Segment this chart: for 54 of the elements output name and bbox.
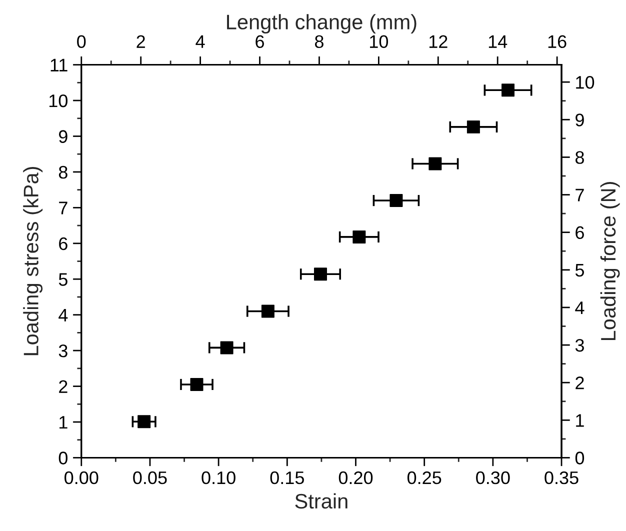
x2-tick-label: 6 [256, 35, 264, 48]
x-tick-label: 0.30 [476, 471, 510, 484]
y2-tick-label: 4 [575, 302, 584, 314]
point [428, 157, 442, 170]
y2-tick-label: 6 [576, 226, 584, 240]
point [352, 230, 366, 244]
point [466, 120, 480, 134]
y-tick-label: 11 [50, 58, 68, 72]
y2-tick-label: 2 [576, 376, 584, 390]
y2-tick-label: 1 [576, 414, 584, 427]
x2-tick-label: 12 [429, 35, 448, 48]
y-tick-label: 0 [58, 452, 68, 464]
x2-tick-label: 14 [488, 35, 508, 48]
y-tick-label: 5 [58, 273, 68, 286]
x2-tick-label: 10 [370, 35, 388, 48]
point [314, 268, 327, 281]
y-tick-label: 6 [59, 237, 68, 250]
x-tick-label: 0.10 [202, 471, 236, 484]
y2-tick-label: 9 [576, 114, 584, 126]
point [261, 304, 274, 318]
x-tick-label: 0.00 [64, 471, 98, 484]
y-tick-label: 8 [58, 166, 68, 179]
x-tick-label: 0.35 [544, 471, 578, 484]
point [390, 194, 403, 208]
x2-axis-title: Length change (mm) [227, 14, 416, 34]
y2-tick-label: 8 [576, 151, 584, 164]
y-tick-label: 1 [60, 416, 68, 429]
y2-axis-title: Loading force (N) [600, 182, 620, 340]
y2-tick-label: 0 [575, 452, 584, 464]
x2-tick-label: 4 [196, 35, 205, 48]
y-tick-label: 2 [59, 380, 68, 393]
x-tick-label: 0.20 [338, 471, 373, 484]
y2-tick-label: 3 [575, 338, 584, 352]
y-axis-title: Loading stress (kPa) [23, 167, 43, 356]
point [502, 84, 515, 97]
y-tick-label: 10 [49, 94, 68, 108]
x2-tick-label: 16 [548, 35, 566, 48]
x-tick-label: 0.05 [133, 471, 167, 484]
x2-tick-label: 2 [136, 35, 145, 48]
y-tick-label: 3 [58, 344, 68, 358]
x2-tick-label: 0 [77, 35, 86, 48]
x2-tick-label: 8 [314, 35, 324, 48]
y2-tick-label: 7 [576, 188, 584, 202]
x-tick-label: 0.15 [270, 471, 304, 484]
point [190, 378, 204, 391]
point [220, 341, 234, 354]
y2-tick-label: 10 [576, 76, 594, 89]
x-tick-label: 0.25 [407, 471, 442, 484]
point [138, 415, 151, 428]
y-tick-label: 4 [58, 308, 68, 322]
y-tick-label: 7 [59, 202, 68, 214]
x-axis-title: Strain [295, 493, 348, 509]
y2-tick-label: 5 [575, 264, 584, 277]
y-tick-label: 9 [58, 130, 68, 143]
